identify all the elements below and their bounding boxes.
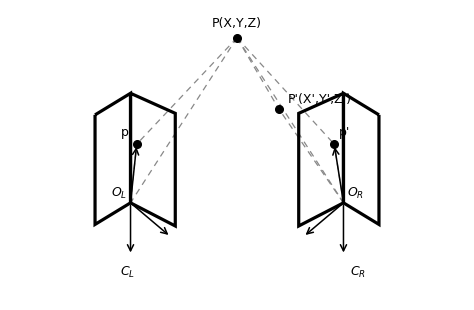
Text: P(X,Y,Z): P(X,Y,Z) — [212, 17, 262, 30]
Text: $O_L$: $O_L$ — [111, 186, 128, 201]
Text: $C_R$: $C_R$ — [350, 264, 365, 280]
Text: P'(X',Y',Z'): P'(X',Y',Z') — [288, 93, 352, 106]
Text: $C_L$: $C_L$ — [120, 264, 135, 280]
Text: $O_R$: $O_R$ — [346, 186, 364, 201]
Text: p': p' — [339, 126, 350, 139]
Text: p: p — [121, 126, 129, 139]
